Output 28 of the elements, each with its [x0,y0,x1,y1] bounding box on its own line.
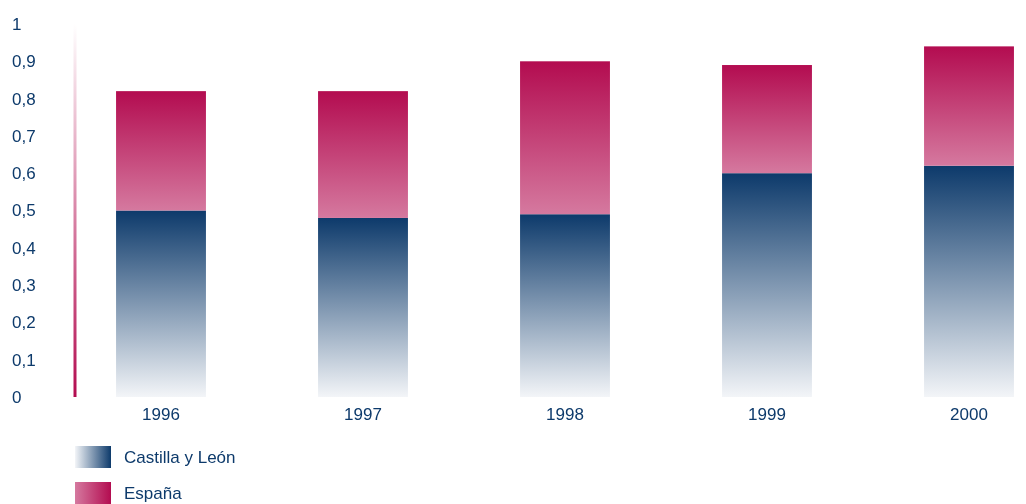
bar [722,173,812,397]
x-tick-label: 1996 [142,405,180,424]
y-tick-label: 0,6 [12,164,36,184]
bar [924,165,1014,397]
x-tick-label: 2000 [950,405,988,424]
y-tick-label: 0,7 [12,126,36,146]
bar [520,61,610,215]
bar [318,217,408,397]
x-tick-label: 1998 [546,405,584,424]
y-tick-label: 0,9 [12,52,36,72]
y-tick-label: 1 [12,14,22,34]
y-tick-label: 0,3 [12,276,36,296]
y-tick-label: 0 [12,387,22,407]
bar [722,65,812,174]
x-tick-label: 1999 [748,405,786,424]
legend-label: España [124,483,183,503]
x-tick-label: 1997 [344,405,382,424]
bar [520,214,610,397]
y-tick-label: 0,2 [12,313,36,333]
bar [116,210,206,397]
bar [924,46,1014,166]
legend-label: Castilla y León [124,447,236,467]
y-tick-label: 0,1 [12,350,36,370]
bar [318,91,408,218]
y-tick-label: 0,5 [12,201,36,221]
bar [116,91,206,211]
y-tick-label: 0,8 [12,89,36,109]
y-tick-label: 0,4 [12,238,36,258]
